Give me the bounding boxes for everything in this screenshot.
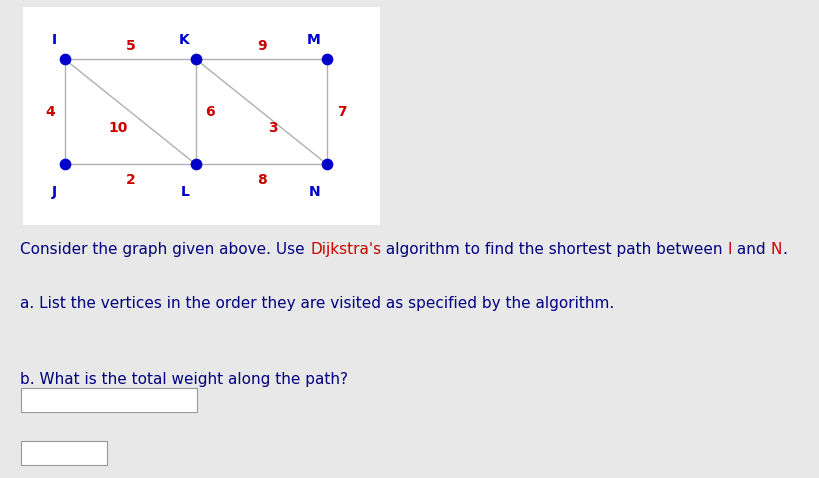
Point <box>189 161 202 168</box>
Text: Dijkstra's: Dijkstra's <box>310 242 381 257</box>
Text: 9: 9 <box>256 39 266 53</box>
Point <box>58 55 71 63</box>
Point <box>58 161 71 168</box>
Text: 4: 4 <box>45 105 55 119</box>
Text: 2: 2 <box>125 173 135 187</box>
Text: 6: 6 <box>206 105 215 119</box>
Text: L: L <box>180 185 189 199</box>
Text: Consider the graph given above. Use: Consider the graph given above. Use <box>20 242 310 257</box>
Text: 3: 3 <box>269 120 278 135</box>
Text: a. List the vertices in the order they are visited as specified by the algorithm: a. List the vertices in the order they a… <box>20 295 614 311</box>
Text: K: K <box>179 33 189 47</box>
Text: 8: 8 <box>256 173 266 187</box>
Text: 7: 7 <box>337 105 346 119</box>
Point <box>189 55 202 63</box>
Text: algorithm to find the shortest path between: algorithm to find the shortest path betw… <box>381 242 726 257</box>
Text: .: . <box>781 242 785 257</box>
FancyBboxPatch shape <box>20 388 197 412</box>
Text: N: N <box>770 242 781 257</box>
Text: J: J <box>52 185 57 199</box>
Text: M: M <box>306 33 320 47</box>
Text: 5: 5 <box>125 39 135 53</box>
Point <box>320 55 333 63</box>
Text: 10: 10 <box>109 120 128 135</box>
Text: and: and <box>731 242 770 257</box>
Text: I: I <box>726 242 731 257</box>
Text: N: N <box>309 185 320 199</box>
Text: I: I <box>52 33 57 47</box>
FancyBboxPatch shape <box>20 441 106 466</box>
Text: b. What is the total weight along the path?: b. What is the total weight along the pa… <box>20 371 348 387</box>
Point <box>320 161 333 168</box>
